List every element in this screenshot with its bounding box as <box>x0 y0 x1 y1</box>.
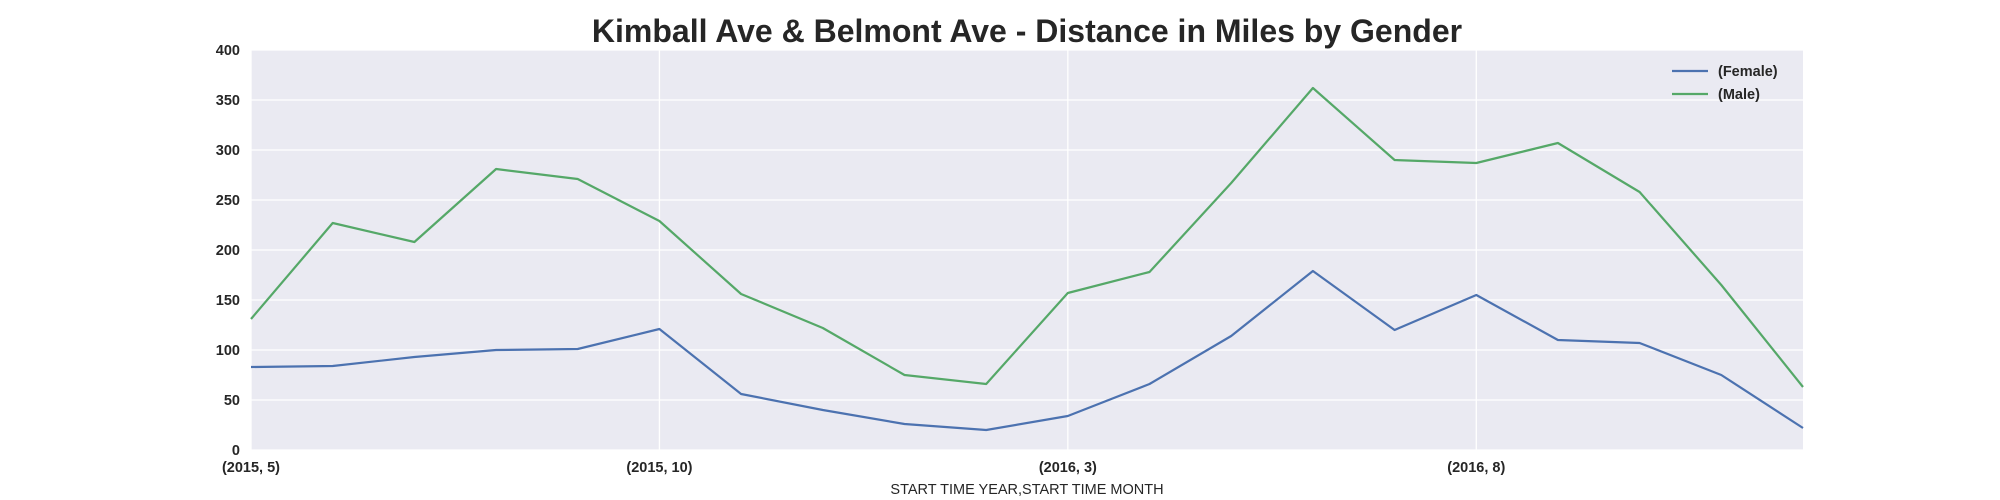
legend: (Female) (Male) <box>1672 64 1778 103</box>
y-tick-label: 250 <box>216 193 240 209</box>
x-tick-label: (2016, 8) <box>1447 460 1505 476</box>
y-tick-label: 0 <box>232 443 240 459</box>
chart-title: Kimball Ave & Belmont Ave - Distance in … <box>592 13 1462 49</box>
y-tick-label: 150 <box>216 293 240 309</box>
legend-label: (Female) <box>1718 64 1778 80</box>
x-tick-label: (2015, 5) <box>222 460 280 476</box>
y-tick-label: 400 <box>216 43 240 59</box>
y-tick-label: 200 <box>216 243 240 259</box>
legend-label: (Male) <box>1718 87 1760 103</box>
x-tick-label: (2016, 3) <box>1039 460 1097 476</box>
series-line-female <box>250 269 1804 432</box>
x-gridlines <box>250 50 1477 450</box>
y-tick-labels: 0 50 100 150 200 250 300 350 400 <box>216 43 240 459</box>
x-tick-label: (2015, 10) <box>626 460 692 476</box>
series-lines <box>250 86 1804 432</box>
series-line-male <box>250 86 1804 388</box>
y-tick-label: 100 <box>216 343 240 359</box>
x-axis-label: START TIME YEAR,START TIME MONTH <box>890 482 1163 498</box>
y-tick-label: 50 <box>224 393 240 409</box>
x-tick-labels: (2015, 5) (2015, 10) (2016, 3) (2016, 8) <box>222 460 1505 476</box>
y-tick-label: 300 <box>216 143 240 159</box>
y-tick-label: 350 <box>216 93 240 109</box>
